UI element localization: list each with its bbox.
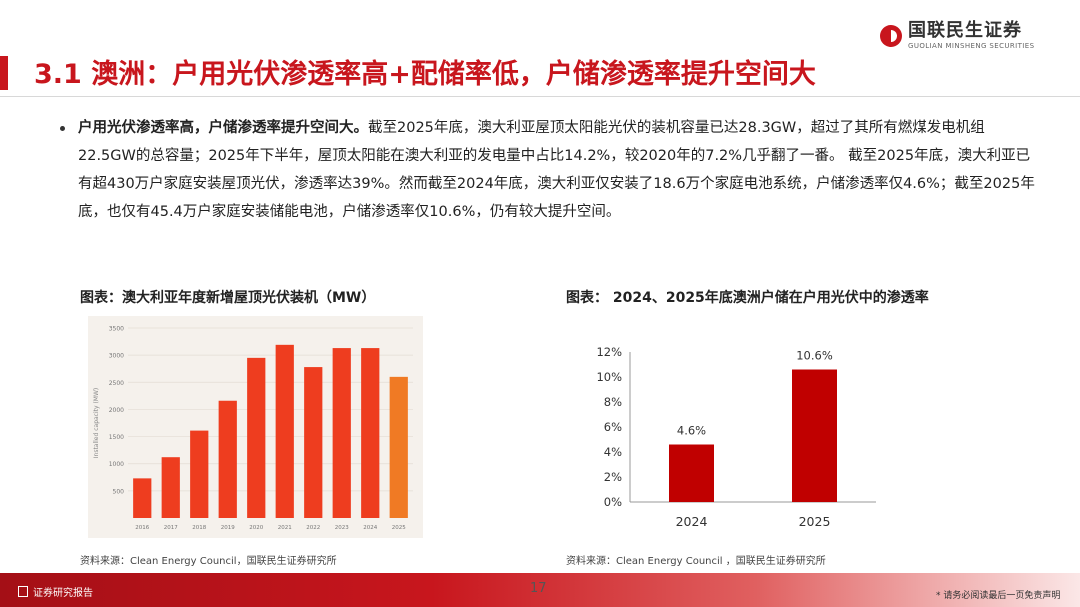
bar-2025 [389,376,408,518]
x-tick-label: 2020 [249,525,263,531]
brand-name-en: GUOLIAN MINSHENG SECURITIES [908,42,1035,50]
x-tick-label: 2016 [135,525,149,531]
y-tick-label: 0% [604,495,622,509]
brand-name-cn: 国联民生证券 [908,20,1022,41]
x-tick-label: 2025 [392,525,406,531]
x-tick-label: 2022 [306,525,320,531]
x-tick-label: 2019 [221,525,235,531]
bar-2016 [133,478,152,518]
disclaimer: * 请务必阅读最后一页免责声明 [936,591,1061,601]
bar-2024 [361,348,380,518]
y-tick-label: 500 [113,488,125,495]
bar-2019 [218,400,237,518]
footer-label-text: 证券研究报告 [33,588,93,599]
y-tick-label: 12% [596,345,622,359]
y-tick-label: 2000 [109,407,124,414]
figure2-caption: 图表： 2024、2025年底澳洲户储在户用光伏中的渗透率 [566,290,929,306]
figure2-source: 资料来源：Clean Energy Council ，国联民生证券研究所 [566,556,826,567]
y-tick-label: 2% [604,470,622,484]
logo-mark-icon [880,25,902,47]
y-tick-label: 10% [596,370,622,384]
y-axis-label: Installed capacity (MW) [93,388,100,459]
y-tick-label: 3500 [109,326,124,333]
page-number: 17 [530,581,547,596]
y-tick-label: 6% [604,420,622,434]
x-tick-label: 2024 [363,525,377,531]
bar-2023 [332,348,351,518]
bullet-lead: 户用光伏渗透率高，户储渗透率提升空间大。 [78,120,368,136]
figure1-source: 资料来源：Clean Energy Council，国联民生证券研究所 [80,556,337,567]
data-label: 4.6% [677,424,706,438]
bullet-body: 截至2025年底，澳大利亚屋顶太阳能光伏的装机容量已达28.3GW，超过了其所有… [78,120,1035,220]
brand-logo: 国联民生证券 GUOLIAN MINSHENG SECURITIES [880,22,1034,50]
bullet-paragraph: 户用光伏渗透率高，户储渗透率提升空间大。截至2025年底，澳大利亚屋顶太阳能光伏… [78,114,1038,226]
bullet-icon [60,126,65,131]
x-tick-label: 2017 [164,525,178,531]
bar-2025 [792,369,837,502]
x-tick-label: 2023 [335,525,349,531]
y-tick-label: 1000 [109,461,124,468]
footer-bar [0,573,1080,607]
x-tick-label: 2021 [278,525,292,531]
title-accent-bar [0,56,8,90]
bar-2017 [161,457,180,518]
page-title: 3.1 澳洲：户用光伏渗透率高+配储率低，户储渗透率提升空间大 [34,59,816,90]
data-label: 10.6% [796,349,833,363]
y-tick-label: 3000 [109,353,124,360]
x-tick-label: 2018 [192,525,206,531]
footer-label: 证券研究报告 [18,584,93,599]
y-tick-label: 1500 [109,434,124,441]
y-tick-label: 2500 [109,380,124,387]
rooftop-pv-installs-chart: 500 1000 1500 2000 2500 3000 3500 Installed cap… [93,326,413,531]
bar-2022 [304,367,323,518]
y-tick-label: 8% [604,395,622,409]
bar-2024 [669,444,714,502]
figure1-caption: 图表：澳大利亚年度新增屋顶光伏装机（MW） [80,290,376,306]
bar-2018 [190,430,209,518]
x-tick-label: 2025 [799,514,831,529]
x-tick-label: 2024 [676,514,708,529]
y-tick-label: 4% [604,445,622,459]
report-icon [18,586,28,597]
bar-2021 [275,344,294,518]
title-divider [0,96,1080,97]
bar-2020 [247,357,266,518]
household-storage-penetration-chart: 0% 2% 4% 6% 8% 10% 12% 4.6% 2024 10.6% 2025 [596,345,876,529]
